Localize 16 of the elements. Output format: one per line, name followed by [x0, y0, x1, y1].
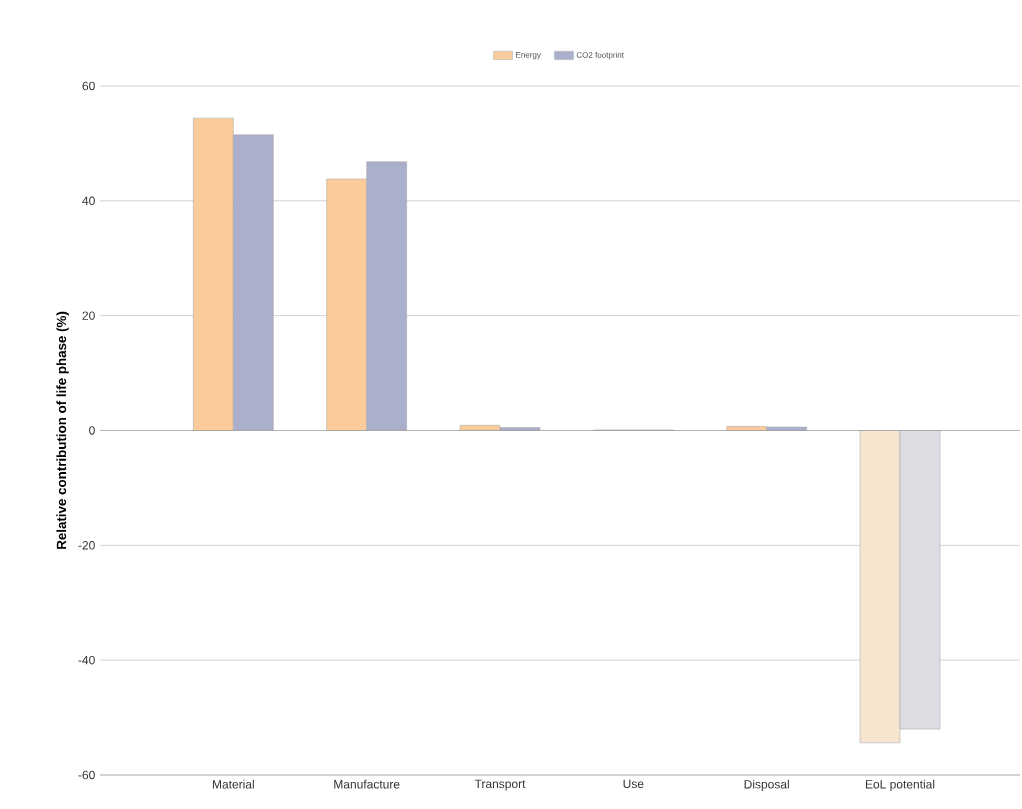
y-tick-label: -60	[78, 770, 95, 780]
y-tick-label: -20	[78, 541, 95, 550]
y-tick-label: 40	[82, 196, 95, 206]
y-tick-label: 60	[82, 81, 95, 91]
y-tick-label: -40	[78, 655, 95, 665]
y-axis-title: Relative contribution of life phase (%)	[56, 311, 69, 549]
x-tick-label: Transport	[474, 779, 526, 791]
x-tick-label: Manufacture	[334, 779, 400, 789]
y-tick-label: 20	[82, 311, 95, 320]
y-tick-label: 0	[89, 426, 95, 435]
legend-label: Energy	[516, 52, 541, 60]
x-tick-label: Material	[212, 779, 254, 789]
x-tick-label: Use	[623, 779, 644, 789]
legend-label: CO2 footprint	[576, 51, 624, 60]
x-tick-label: EoL potential	[865, 779, 935, 791]
x-tick-label: Disposal	[744, 779, 789, 791]
